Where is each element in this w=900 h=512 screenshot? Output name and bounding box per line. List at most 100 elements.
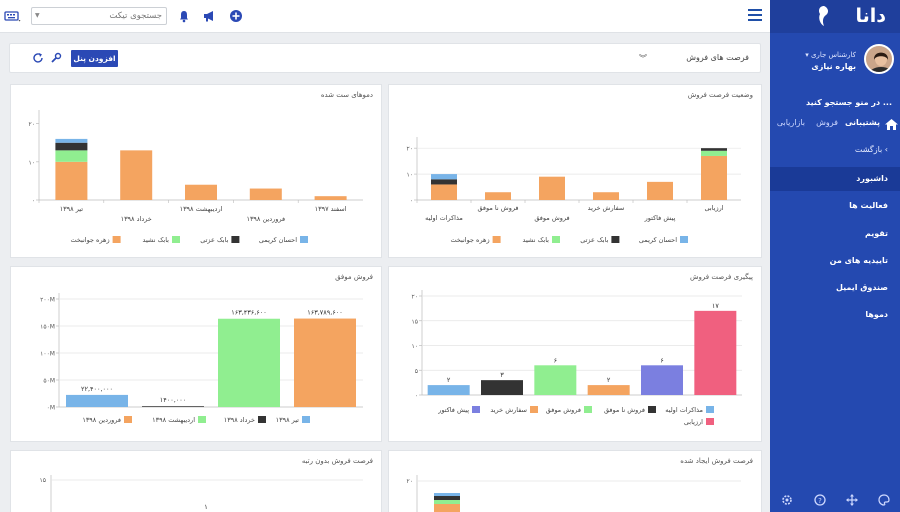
- settings-icon[interactable]: [781, 494, 793, 506]
- y-tick-label: ۱۵: [412, 318, 418, 325]
- sidebar-item-approvals[interactable]: تاییدیه های من: [829, 256, 888, 265]
- tab-sales[interactable]: فروش: [816, 118, 838, 127]
- y-tick-label: ۰: [415, 393, 418, 400]
- x-tick-label: پیش فاکتور: [644, 214, 676, 222]
- legend-swatch: [584, 406, 592, 413]
- x-tick-label: تیر ۱۳۹۸: [60, 205, 84, 213]
- legend-swatch: [706, 418, 714, 425]
- y-tick-label: ۰: [410, 198, 413, 205]
- legend-label: بابک عزتی: [580, 236, 608, 244]
- ticket-search-input[interactable]: [46, 9, 162, 23]
- legend-label: سفارش خرید: [490, 406, 527, 414]
- sidebar-footer: ?: [770, 488, 900, 512]
- demos-set-chart: ۰ ۱۰ ۲۰ تیر ۱۳۹۸ خرداد ۱۳۹۸ اردیبهشت ۱۳۹۸ فرور…: [29, 110, 363, 244]
- bar-segment: [434, 504, 460, 512]
- bar-segment: [647, 181, 673, 200]
- double-chevron-down-icon[interactable]: ︾: [639, 54, 647, 63]
- move-icon[interactable]: [846, 494, 858, 506]
- card-title: پیگیری فرصت فروش: [690, 273, 753, 281]
- legend-swatch: [124, 416, 132, 423]
- bar-segment: [431, 179, 457, 185]
- y-tick-label: ۵: [415, 368, 418, 375]
- home-icon[interactable]: [885, 119, 898, 130]
- bar-segment: [431, 184, 457, 200]
- legend-label: مذاکرات اولیه: [665, 406, 703, 414]
- card-title: فروش موفق: [335, 273, 373, 281]
- menu-search[interactable]: در منو جستجو کنید ...: [806, 98, 892, 107]
- hamburger-menu-icon[interactable]: [748, 9, 762, 24]
- y-tick-label: ۱۰۰M: [40, 351, 55, 358]
- opportunity-status-chart: ۰ ۱۰ ۲۰ ارزیابی پیش فاکتور سفارش خرید فروش موف…: [407, 137, 741, 244]
- bar: [587, 385, 630, 395]
- bar-segment: [249, 188, 282, 200]
- ticket-search-box: ▼: [31, 7, 167, 25]
- legend-swatch: [231, 236, 240, 243]
- y-tick-label: ۲۰: [407, 478, 413, 485]
- bar-segment: [120, 150, 153, 200]
- successful-sales-chart: ۰M ۵۰M ۱۰۰M ۱۵۰M ۲۰۰M ۲۲,۴۰۰,۰۰۰ ۱۴۰۰,۰۰۰ ۱۶۳,۴…: [40, 293, 363, 424]
- created-opportunities-card: فرصت فروش ایجاد شده ۲۰: [388, 450, 762, 512]
- legend-label: بابک نشید: [143, 236, 170, 244]
- x-tick-label: سفارش خرید: [588, 204, 625, 212]
- y-tick-label: ۲۰: [407, 146, 413, 153]
- legend-swatch: [611, 236, 620, 243]
- x-tick-label: خرداد ۱۳۹۸: [121, 215, 152, 223]
- followup-chart: ۰ ۵ ۱۰ ۱۵ ۲۰ ۲ ۳ ۶ ۲ ۶ ۱۷ مذاکرات اولیه فروش نا موفق…: [412, 290, 742, 426]
- data-label: ۲: [607, 376, 611, 384]
- y-tick-label: ۱۰: [412, 343, 418, 350]
- add-panel-button[interactable]: افزودن پنل: [71, 50, 118, 67]
- legend-swatch: [302, 416, 310, 423]
- x-tick-label: اردیبهشت ۱۳۹۸: [180, 205, 223, 213]
- data-label: ۲: [447, 376, 451, 384]
- bell-icon[interactable]: [177, 9, 191, 23]
- sidebar-item-demos[interactable]: دموها: [865, 310, 888, 319]
- legend-label: فروش نا موفق: [604, 406, 645, 414]
- user-avatar[interactable]: [864, 44, 894, 74]
- x-tick-label: فروش موفق: [534, 214, 569, 222]
- palette-icon[interactable]: [878, 494, 890, 506]
- bar-segment: [539, 176, 565, 200]
- sidebar-item-dashboard[interactable]: داشبورد: [770, 167, 900, 191]
- refresh-icon[interactable]: [32, 52, 44, 64]
- successful-sales-card: فروش موفق ۰M ۵۰M ۱۰۰M ۱۵۰M ۲۰۰M ۲۲,۴۰۰,۰۰۰ ۱۴۰…: [10, 266, 382, 442]
- legend-label: بابک عزتی: [200, 236, 228, 244]
- y-tick-label: ۰M: [47, 405, 55, 412]
- card-title: دموهای ست شده: [320, 91, 373, 99]
- help-icon[interactable]: ?: [814, 494, 826, 506]
- legend-swatch: [300, 236, 308, 243]
- data-label: ۲۲,۴۰۰,۰۰۰: [81, 385, 113, 393]
- bar-segment: [185, 184, 217, 200]
- followup-card: پیگیری فرصت فروش ۰ ۵ ۱۰ ۱۵ ۲۰ ۲ ۳ ۶ ۲ ۶ ۱۷ مذاکرات …: [388, 266, 762, 442]
- panel-selector[interactable]: فرصت های فروش: [686, 53, 749, 62]
- wrench-icon[interactable]: [50, 52, 62, 64]
- sidebar-tabs: پشتیبانی فروش بازاریابی: [770, 118, 900, 134]
- add-circle-icon[interactable]: [229, 9, 243, 23]
- legend-label: بابک نشید: [523, 236, 550, 244]
- data-label: ۱۴۰۰,۰۰۰: [160, 396, 187, 404]
- sidebar-item-activities[interactable]: فعالیت ها: [849, 201, 888, 210]
- x-tick-label: فروش نا موفق: [477, 204, 518, 212]
- sidebar-item-email[interactable]: صندوق ایمیل: [835, 283, 888, 292]
- y-tick-label: ۵۰M: [43, 378, 55, 385]
- megaphone-icon[interactable]: [202, 9, 216, 23]
- data-label: ۱۶۳,۷۸۹,۶۰۰: [307, 309, 343, 317]
- bar: [427, 385, 470, 395]
- card-title: وضعیت فرصت فروش: [687, 91, 753, 99]
- opportunity-status-card: وضعیت فرصت فروش ۰ ۱۰ ۲۰ ارزیابی پیش فاکتور سف…: [388, 84, 762, 258]
- sidebar-item-calendar[interactable]: تقویم: [864, 229, 888, 238]
- legend-swatch: [680, 236, 688, 243]
- legend-swatch: [112, 236, 121, 243]
- tab-support[interactable]: پشتیبانی: [844, 118, 880, 127]
- tab-marketing[interactable]: بازاریابی: [776, 118, 805, 127]
- x-tick-label: فروردین ۱۳۹۸: [246, 215, 285, 223]
- keyboard-icon[interactable]: [4, 9, 22, 23]
- y-tick-label: ۱۵: [40, 477, 46, 484]
- bar-segment: [55, 161, 88, 200]
- chevron-down-icon[interactable]: ▼: [35, 12, 40, 19]
- app-logo[interactable]: دانا: [855, 5, 886, 27]
- legend-label: زهره جوانبخت: [450, 236, 489, 244]
- bar-segment: [701, 150, 727, 156]
- user-role-dropdown[interactable]: ▾ کارشناس جاری: [805, 51, 856, 59]
- back-link[interactable]: بازگشت ‹: [854, 145, 888, 154]
- bar-segment: [55, 138, 88, 143]
